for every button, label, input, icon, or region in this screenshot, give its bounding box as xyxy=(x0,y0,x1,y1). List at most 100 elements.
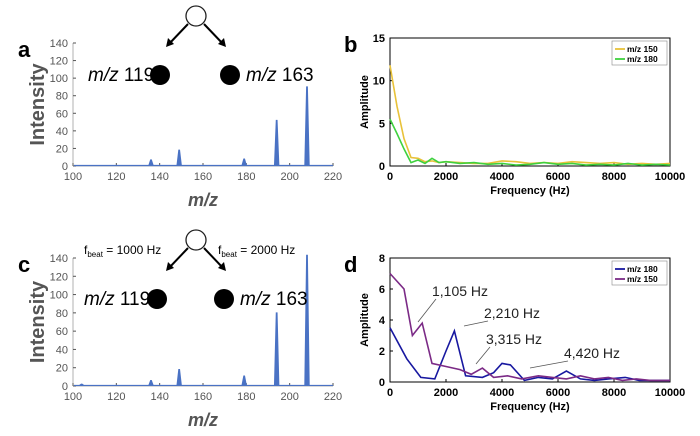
annotation-leader xyxy=(529,360,569,369)
spectrum-peak xyxy=(148,159,154,166)
fragment-ion-dot-left xyxy=(147,289,167,309)
x-tick-label: 100 xyxy=(64,391,82,403)
x-tick-label: 200 xyxy=(280,391,298,403)
legend-box xyxy=(611,40,668,66)
x-tick-label: 2000 xyxy=(434,387,458,399)
y-tick-label: 0 xyxy=(62,381,68,393)
spectrum-peak xyxy=(304,86,310,166)
x-tick-label: 0 xyxy=(387,171,393,183)
y-axis-title: Amplitude xyxy=(359,293,371,347)
arrow-right-head xyxy=(218,38,226,47)
y-tick-label: 100 xyxy=(50,73,68,85)
beat-value: = 1000 Hz xyxy=(103,243,161,257)
y-tick-label: 60 xyxy=(56,326,68,338)
x-tick-label: 120 xyxy=(107,391,125,403)
x-tick-label: 4000 xyxy=(490,387,514,399)
spectrum-peak xyxy=(273,312,280,386)
x-tick-label: 10000 xyxy=(655,387,686,399)
beat-frequency-label: fbeat = 1000 Hz xyxy=(84,243,161,259)
parent-ion-circle xyxy=(185,5,207,27)
annotation-label: 2,210 Hz xyxy=(484,305,540,321)
x-tick-label: 160 xyxy=(194,391,212,403)
y-tick-label: 40 xyxy=(56,344,68,356)
y-tick-label: 80 xyxy=(56,308,68,320)
legend-entry: m/z 150 xyxy=(627,44,658,54)
ion-value: 163 xyxy=(276,289,308,310)
x-tick-label: 10000 xyxy=(655,171,686,183)
y-tick-label: 5 xyxy=(379,118,385,130)
x-tick-label: 6000 xyxy=(546,171,570,183)
beat-subscript: beat xyxy=(87,250,103,259)
legend-entry: m/z 180 xyxy=(627,264,658,274)
x-tick-label: 140 xyxy=(150,391,168,403)
spectrum-peak xyxy=(241,375,247,386)
y-tick-label: 0 xyxy=(379,161,385,173)
legend-entry: m/z 150 xyxy=(627,274,658,284)
series-line-m-z-150 xyxy=(389,272,670,382)
plot-frame-b xyxy=(389,37,671,167)
y-tick-label: 4 xyxy=(379,315,386,327)
x-tick-label: 100 xyxy=(64,171,82,183)
ion-prefix: m/z xyxy=(240,289,271,310)
y-tick-label: 100 xyxy=(50,290,68,302)
ion-value: 163 xyxy=(282,65,314,86)
x-tick-label: 4000 xyxy=(490,171,514,183)
spectrum-peak xyxy=(273,119,280,166)
fragment-ion-dot-right xyxy=(214,289,234,309)
x-tick-label: 140 xyxy=(150,171,168,183)
series-line-m-z-150 xyxy=(389,65,671,166)
spectrum-peak xyxy=(176,369,182,386)
y-tick-label: 120 xyxy=(50,56,68,68)
x-tick-label: 200 xyxy=(280,171,298,183)
y-tick-label: 15 xyxy=(373,33,385,45)
y-tick-label: 120 xyxy=(50,271,68,283)
y-tick-label: 40 xyxy=(56,126,68,138)
legend-entry: m/z 180 xyxy=(627,54,658,64)
ion-label-left: m/z 119 xyxy=(84,289,150,310)
legend-box xyxy=(611,260,668,286)
fragment-ion-dot-right xyxy=(220,65,240,85)
beat-value: = 2000 Hz xyxy=(237,243,295,257)
y-tick-label: 140 xyxy=(50,38,68,50)
x-tick-label: 160 xyxy=(194,171,212,183)
panel-label-c: c xyxy=(18,252,30,277)
ion-prefix: m/z xyxy=(84,289,115,310)
x-tick-label: 220 xyxy=(324,171,342,183)
x-tick-label: 2000 xyxy=(434,171,458,183)
x-axis-title: Frequency (Hz) xyxy=(490,401,570,413)
ion-label-right: m/z 163 xyxy=(240,289,308,310)
beat-f: f xyxy=(218,243,222,257)
y-tick-label: 2 xyxy=(379,346,385,358)
y-tick-label: 0 xyxy=(379,377,385,389)
x-tick-label: 0 xyxy=(387,387,393,399)
ion-label-right: m/z 163 xyxy=(246,65,314,86)
parent-ion-circle xyxy=(185,229,207,251)
fragment-ion-dot-left xyxy=(150,65,170,85)
spectrum-peak xyxy=(176,149,182,166)
x-axis-title: Frequency (Hz) xyxy=(490,185,570,197)
ion-prefix: m/z xyxy=(88,65,119,86)
ion-prefix: m/z xyxy=(246,65,277,86)
spectrum-peak xyxy=(148,380,154,386)
beat-subscript: beat xyxy=(221,250,237,259)
x-tick-label: 8000 xyxy=(602,171,626,183)
y-axis-title: Amplitude xyxy=(359,75,371,129)
series-line-m-z-180 xyxy=(389,118,671,166)
y-tick-label: 8 xyxy=(379,253,385,265)
panel-label-d: d xyxy=(344,252,357,277)
y-axis-title: Intensity xyxy=(27,63,49,146)
y-tick-label: 6 xyxy=(379,284,385,296)
x-tick-label: 120 xyxy=(107,171,125,183)
y-tick-label: 20 xyxy=(56,363,68,375)
y-tick-label: 10 xyxy=(373,76,385,88)
arrow-left-head xyxy=(166,38,174,47)
panel-label-b: b xyxy=(344,32,357,57)
annotation-label: 1,105 Hz xyxy=(432,283,488,299)
annotation-leader xyxy=(475,346,491,365)
beat-frequency-label: fbeat = 2000 Hz xyxy=(218,243,295,259)
x-axis-title: m/z xyxy=(188,410,218,430)
y-tick-label: 60 xyxy=(56,108,68,120)
x-tick-label: 180 xyxy=(237,171,255,183)
y-tick-label: 140 xyxy=(50,253,68,265)
